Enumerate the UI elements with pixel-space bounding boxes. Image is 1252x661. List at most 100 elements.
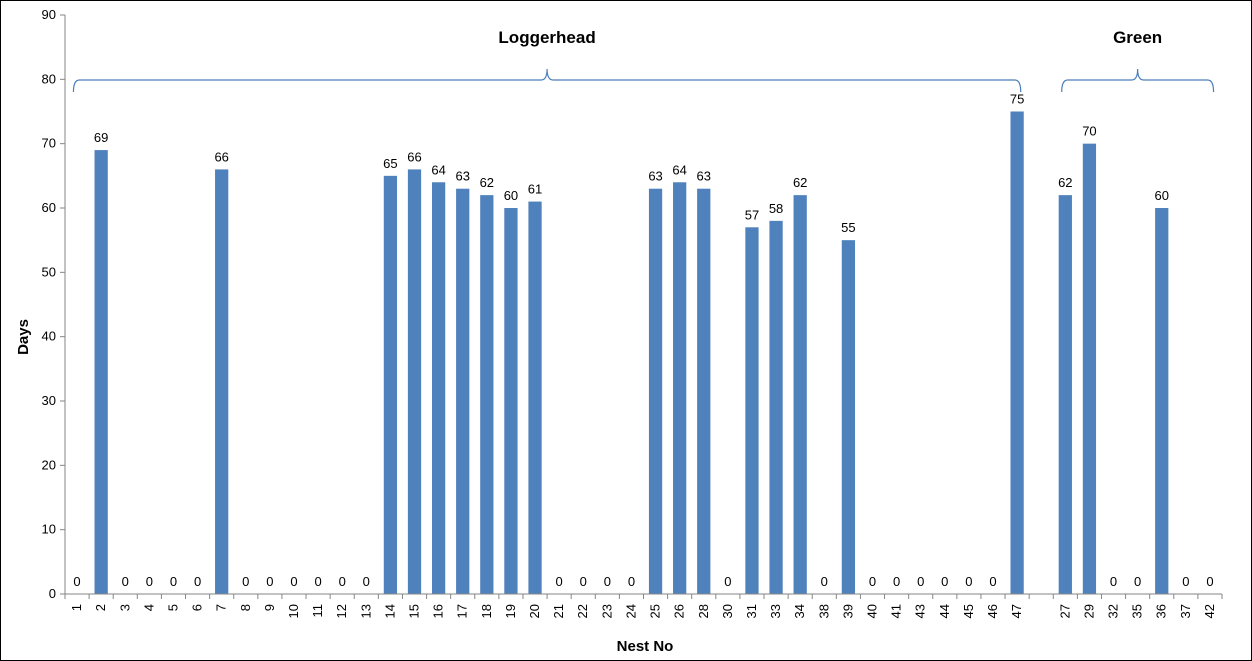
x-tick-label-nest-23: 23 <box>599 604 614 618</box>
x-tick-label-nest-17: 17 <box>455 604 470 618</box>
x-tick-label-nest-32: 32 <box>1106 604 1121 618</box>
data-label-nest-22: 0 <box>580 574 587 589</box>
x-tick-label-nest-18: 18 <box>479 604 494 618</box>
y-tick-label: 40 <box>42 329 56 344</box>
x-tick-label-nest-3: 3 <box>117 604 132 611</box>
data-label-nest-15: 66 <box>407 149 421 164</box>
bracket-green <box>1061 68 1215 93</box>
x-tick-label-nest-11: 11 <box>310 604 325 618</box>
x-tick-label-nest-30: 30 <box>720 604 735 618</box>
data-label-nest-12: 0 <box>339 574 346 589</box>
bar-nest-47 <box>1010 111 1024 594</box>
bar-nest-2 <box>94 150 108 594</box>
y-tick-label: 10 <box>42 522 56 537</box>
y-tick-label: 60 <box>42 200 56 215</box>
bar-nest-34 <box>793 195 807 594</box>
data-label-nest-18: 62 <box>480 175 494 190</box>
x-tick-label-nest-27: 27 <box>1057 604 1072 618</box>
data-label-nest-41: 0 <box>893 574 900 589</box>
bar-nest-39 <box>841 240 856 594</box>
x-tick-label-nest-36: 36 <box>1154 604 1169 618</box>
data-label-nest-24: 0 <box>628 574 635 589</box>
x-tick-label-nest-20: 20 <box>527 604 542 618</box>
x-tick-label-nest-44: 44 <box>937 604 952 618</box>
group-brackets <box>72 68 1215 93</box>
x-tick-label-nest-35: 35 <box>1130 604 1145 618</box>
data-label-nest-45: 0 <box>965 574 972 589</box>
data-label-nest-5: 0 <box>170 574 177 589</box>
data-label-nest-28: 63 <box>697 169 711 184</box>
x-tick-label-nest-45: 45 <box>961 604 976 618</box>
x-tick-label-nest-34: 34 <box>792 604 807 618</box>
data-label-nest-14: 65 <box>383 156 397 171</box>
x-tick-label-nest-16: 16 <box>431 604 446 618</box>
bar-nest-25 <box>648 188 663 594</box>
bar-nest-17 <box>456 188 470 594</box>
bar-nest-31 <box>745 227 759 595</box>
data-label-nest-9: 0 <box>266 574 273 589</box>
data-label-nest-17: 63 <box>455 169 469 184</box>
x-tick-label-nest-40: 40 <box>864 604 879 618</box>
data-label-nest-29: 70 <box>1082 124 1096 139</box>
data-label-nest-38: 0 <box>821 574 828 589</box>
data-label-nest-30: 0 <box>724 574 731 589</box>
x-tick-label-nest-19: 19 <box>503 604 518 618</box>
data-label-nest-13: 0 <box>363 574 370 589</box>
x-tick-label-nest-25: 25 <box>648 604 663 618</box>
y-axis-title: Days <box>15 319 32 355</box>
group-label-loggerhead: Loggerhead <box>498 28 595 47</box>
data-label-nest-27: 62 <box>1058 175 1072 190</box>
bar-nest-29 <box>1082 143 1097 594</box>
x-tick-label-nest-15: 15 <box>407 604 422 618</box>
data-label-nest-35: 0 <box>1134 574 1141 589</box>
y-tick-label: 50 <box>42 264 56 279</box>
bar-nest-19 <box>504 208 518 594</box>
x-tick-label-nest-8: 8 <box>238 604 253 611</box>
x-tick-label-nest-22: 22 <box>575 604 590 618</box>
x-tick-label-nest-5: 5 <box>165 604 180 611</box>
axes-layer <box>60 14 1223 599</box>
data-label-nest-43: 0 <box>917 574 924 589</box>
x-tick-label-nest-37: 37 <box>1178 604 1193 618</box>
data-label-nest-2: 69 <box>94 130 108 145</box>
bar-nest-14 <box>383 175 398 595</box>
x-tick-label-nest-33: 33 <box>768 604 783 618</box>
bar-nest-16 <box>431 182 446 594</box>
bar-nest-18 <box>480 195 494 594</box>
data-label-nest-10: 0 <box>290 574 297 589</box>
bar-nest-15 <box>407 169 422 594</box>
y-tick-label: 20 <box>42 457 56 472</box>
bar-nest-20 <box>528 201 542 595</box>
x-tick-label-nest-46: 46 <box>985 604 1000 618</box>
bar-nest-27 <box>1058 195 1072 594</box>
data-label-nest-1: 0 <box>73 574 80 589</box>
x-tick-label-nest-6: 6 <box>190 604 205 611</box>
x-tick-label-nest-21: 21 <box>551 604 566 618</box>
bracket-loggerhead <box>72 68 1022 93</box>
x-tick-label-nest-13: 13 <box>358 604 373 618</box>
x-tick-label-nest-2: 2 <box>93 604 108 611</box>
data-label-nest-40: 0 <box>869 574 876 589</box>
labels-layer: 0102030405060708090016920304050666708090… <box>42 7 1217 618</box>
y-tick-label: 70 <box>42 136 56 151</box>
bar-nest-7 <box>215 169 229 594</box>
x-tick-label-nest-43: 43 <box>913 604 928 618</box>
x-tick-label-nest-28: 28 <box>696 604 711 618</box>
bar-nest-26 <box>673 182 687 594</box>
data-label-nest-39: 55 <box>841 220 855 235</box>
data-label-nest-25: 63 <box>648 169 662 184</box>
bar-nest-36 <box>1155 208 1169 594</box>
data-label-nest-16: 64 <box>431 162 445 177</box>
bars-layer <box>94 111 1169 595</box>
data-label-nest-21: 0 <box>556 574 563 589</box>
data-label-nest-23: 0 <box>604 574 611 589</box>
x-tick-label-nest-24: 24 <box>623 604 638 618</box>
x-tick-label-nest-7: 7 <box>214 604 229 611</box>
data-label-nest-8: 0 <box>242 574 249 589</box>
bar-nest-28 <box>697 188 711 594</box>
data-label-nest-26: 64 <box>672 162 686 177</box>
data-label-nest-4: 0 <box>146 574 153 589</box>
y-tick-label: 90 <box>42 7 56 22</box>
x-tick-label-nest-42: 42 <box>1202 604 1217 618</box>
